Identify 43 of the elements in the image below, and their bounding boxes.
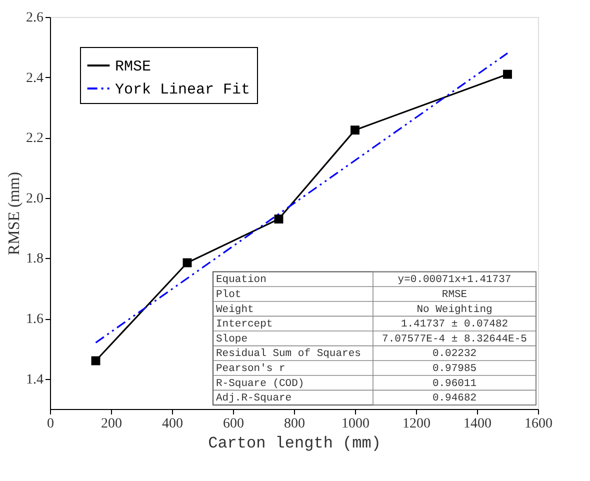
annotation: y=0.00071x+1.41737 bbox=[398, 274, 512, 286]
y-axis-title: RMSE (mm) bbox=[6, 172, 23, 256]
point bbox=[503, 70, 512, 79]
annotation: Intercept bbox=[216, 318, 273, 331]
x-tick-label: 1000 bbox=[342, 416, 370, 432]
annotation: R-Square (COD) bbox=[216, 378, 304, 390]
annotation: 0.02232 bbox=[432, 348, 477, 360]
annotation: Weight bbox=[216, 304, 254, 316]
legend-label: York Linear Fit bbox=[115, 82, 250, 98]
x-tick-label: 600 bbox=[223, 416, 244, 432]
annotation: 1.41737 ± 0.07482 bbox=[400, 318, 508, 331]
y-tick-label: 2.2 bbox=[26, 131, 44, 146]
annotation: Residual Sum of Squares bbox=[216, 348, 361, 360]
x-tick-label: 0 bbox=[47, 416, 54, 432]
x-tick-label: 200 bbox=[101, 416, 122, 432]
x-tick-label: 1400 bbox=[464, 416, 492, 432]
point bbox=[182, 258, 192, 268]
y-tick-label: 1.6 bbox=[26, 312, 44, 328]
point bbox=[350, 126, 360, 135]
annotation: Adj.R-Square bbox=[216, 392, 292, 405]
annotation: 7.07577E-4 ± 8.32644E-5 bbox=[382, 333, 527, 346]
annotation: 0.94682 bbox=[432, 392, 477, 405]
annotation: 0.97985 bbox=[432, 363, 477, 375]
annotation: Plot bbox=[216, 289, 242, 301]
annotation: RMSE bbox=[442, 289, 468, 301]
y-tick-label: 1.8 bbox=[26, 252, 44, 267]
legend-label: RMSE bbox=[115, 58, 152, 76]
annotation: Equation bbox=[216, 274, 266, 286]
annotation: Slope bbox=[216, 333, 248, 346]
point bbox=[274, 214, 284, 224]
annotation: Pearson's r bbox=[216, 363, 286, 375]
x-tick-label: 1600 bbox=[524, 416, 552, 432]
x-tick-label: 400 bbox=[162, 416, 183, 432]
y-tick-label: 2.0 bbox=[26, 191, 44, 206]
x-axis-title: Carton length (mm) bbox=[208, 434, 381, 452]
y-tick-label: 2.4 bbox=[26, 70, 44, 86]
y-tick-label: 1.4 bbox=[26, 372, 44, 388]
annotation: No Weighting bbox=[416, 304, 492, 316]
y-tick-label: 2.6 bbox=[26, 10, 44, 26]
point bbox=[91, 356, 100, 366]
annotation: 0.96011 bbox=[432, 378, 477, 390]
x-tick-label: 1200 bbox=[402, 416, 430, 432]
x-tick-label: 800 bbox=[284, 416, 305, 432]
